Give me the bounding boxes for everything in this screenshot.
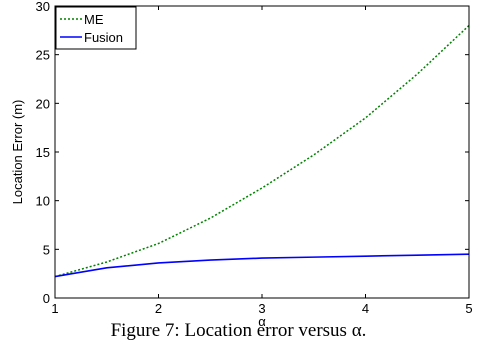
y-axis-ticks: 0 5 10 15 20 25 30 — [36, 0, 469, 306]
y-tick-label: 0 — [43, 291, 50, 306]
x-axis-label: α — [258, 314, 266, 329]
y-tick-label: 15 — [36, 145, 50, 160]
x-axis-ticks: 1 2 3 4 5 — [51, 6, 473, 316]
x-tick-label: 4 — [362, 301, 369, 316]
legend-label-me: ME — [84, 12, 104, 27]
x-tick-label: 3 — [258, 301, 265, 316]
series-line-fusion — [54, 253, 470, 278]
y-tick-label: 5 — [43, 242, 50, 257]
y-axis-label: Location Error (m) — [10, 100, 25, 205]
series-line-me — [54, 24, 470, 278]
y-tick-label: 10 — [36, 194, 50, 209]
legend-entries: ME Fusion — [60, 12, 123, 45]
x-tick-label: 2 — [155, 301, 162, 316]
figure-caption: Figure 7: Location error versus α. — [110, 320, 367, 341]
y-tick-label: 30 — [36, 0, 50, 14]
legend-box — [55, 6, 137, 50]
y-tick-label: 25 — [36, 48, 50, 63]
plot-lines — [54, 24, 470, 278]
x-tick-label: 1 — [51, 301, 58, 316]
y-tick-label: 20 — [36, 96, 50, 111]
legend: ME Fusion — [55, 6, 137, 50]
x-tick-label: 5 — [465, 301, 472, 316]
plot-frame — [54, 5, 470, 299]
legend-label-fusion: Fusion — [84, 30, 123, 45]
